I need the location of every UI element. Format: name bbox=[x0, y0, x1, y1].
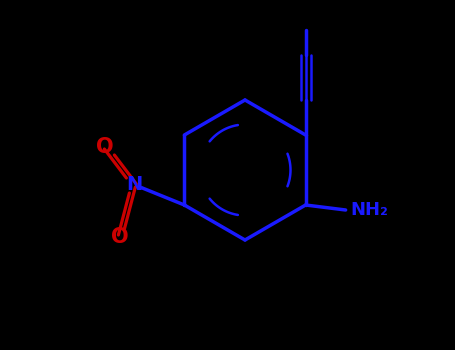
Text: N: N bbox=[126, 175, 142, 195]
Text: O: O bbox=[96, 137, 113, 157]
Text: O: O bbox=[111, 227, 128, 247]
Text: NH₂: NH₂ bbox=[351, 201, 389, 219]
